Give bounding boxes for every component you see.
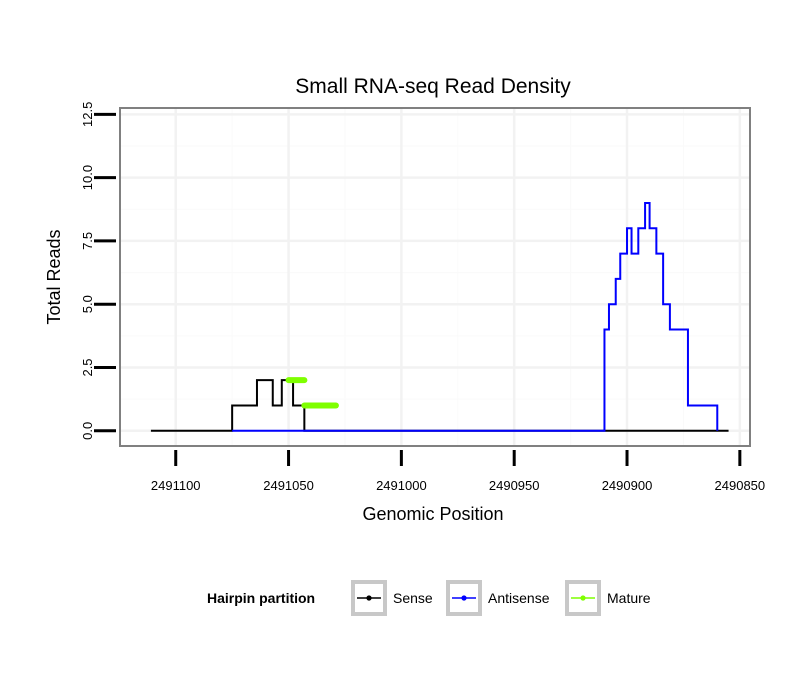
y-tick-label: 5.0 xyxy=(80,295,95,313)
x-tick-label: 2490850 xyxy=(715,478,766,493)
series-layer xyxy=(150,201,729,432)
legend: Hairpin partition Sense Antisense Mature xyxy=(207,580,651,616)
y-tick-label: 2.5 xyxy=(80,358,95,376)
x-tick-label: 2490900 xyxy=(602,478,653,493)
legend-title: Hairpin partition xyxy=(207,590,315,606)
legend-item-antisense: Antisense xyxy=(446,580,550,616)
plot-panel-background xyxy=(120,108,750,446)
legend-label-mature: Mature xyxy=(607,590,651,606)
plot-panel-border xyxy=(119,107,751,447)
y-tick-label: 10.0 xyxy=(80,165,95,190)
x-axis-title: Genomic Position xyxy=(362,504,503,524)
x-tick-label: 2490950 xyxy=(489,478,540,493)
x-axis: 2491100 2491050 2491000 2490950 2490900 24908… xyxy=(151,450,765,493)
legend-key-point-sense xyxy=(366,595,372,601)
legend-label-antisense: Antisense xyxy=(488,590,550,606)
chart-title: Small RNA-seq Read Density xyxy=(295,75,571,98)
legend-key-point-antisense xyxy=(461,595,467,601)
y-tick-label: 12.5 xyxy=(80,102,95,127)
legend-label-sense: Sense xyxy=(393,590,433,606)
x-tick-label: 2491000 xyxy=(376,478,427,493)
y-axis: 0.0 2.5 5.0 7.5 10.0 12.5 xyxy=(80,102,116,440)
series-antisense-line xyxy=(232,201,719,432)
legend-item-mature: Mature xyxy=(565,580,651,616)
y-tick-label: 0.0 xyxy=(80,422,95,440)
legend-item-sense: Sense xyxy=(351,580,433,616)
legend-key-point-mature xyxy=(580,595,586,601)
y-tick-label: 7.5 xyxy=(80,232,95,250)
x-tick-label: 2491100 xyxy=(151,478,201,493)
y-axis-title: Total Reads xyxy=(44,229,64,324)
x-tick-label: 2491050 xyxy=(263,478,314,493)
